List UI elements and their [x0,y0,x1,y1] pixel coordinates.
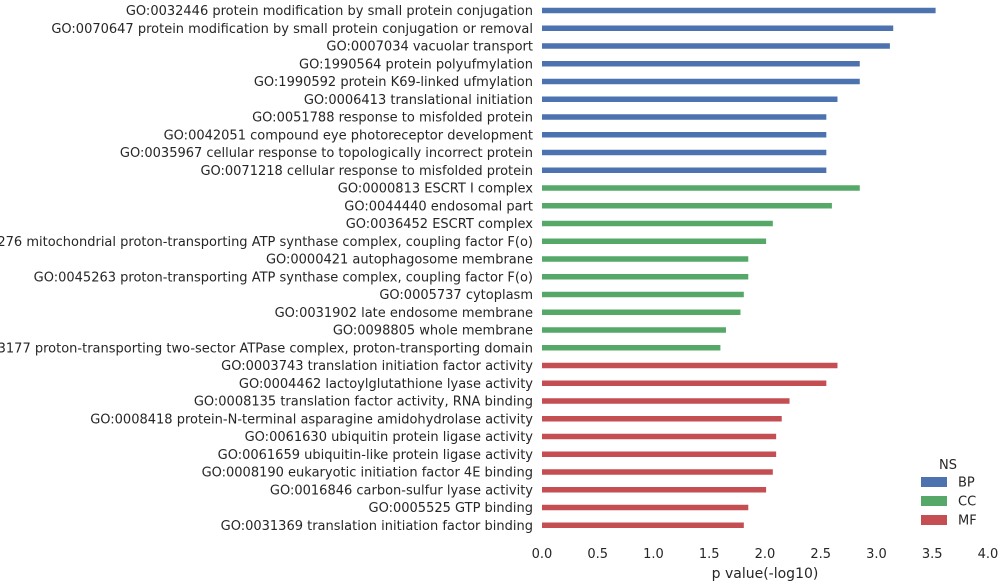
x-tick-label: 2.5 [810,547,831,562]
category-labels-group: GO:0032446 protein modification by small… [0,4,533,534]
bar [542,7,936,14]
bar [542,416,782,422]
bar [542,96,838,102]
category-label: GO:0004462 lactoylglutathione lyase acti… [239,377,533,392]
category-label: GO:0000813 ESCRT I complex [338,182,534,197]
category-label: GO:0007034 vacuolar transport [326,40,533,55]
bar [542,327,726,333]
legend-swatch [921,496,947,506]
bar [542,274,749,280]
category-label: GO:0036452 ESCRT complex [346,217,534,232]
bar [542,220,773,227]
category-label: GO:1990592 protein K69-linked ufmylation [254,75,533,90]
category-label: GO:0061630 ubiquitin protein ligase acti… [245,430,534,445]
category-label: GO:0000276 mitochondrial proton-transpor… [0,235,533,250]
category-label: GO:0071218 cellular response to misfolde… [200,164,533,179]
category-label: GO:0005525 GTP binding [369,501,533,516]
category-label: GO:0051788 response to misfolded protein [252,111,533,126]
bar [542,167,827,173]
x-tick-label: 1.0 [643,547,664,562]
x-axis-ticks-group: 0.0 0.5 1.0 1.5 2.0 2.5 3.0 3.5 4.0 [532,547,999,562]
bar [542,61,860,67]
x-tick-label: 3.0 [866,547,887,562]
legend-label: MF [958,514,977,529]
bar [542,185,860,191]
category-label: GO:0005737 cytoplasm [379,288,533,303]
category-label: GO:0006413 translational initiation [304,93,533,108]
bar [542,203,832,209]
category-label: GO:0008135 translation factor activity, … [194,395,533,410]
bar [542,362,838,369]
category-label: GO:0008418 protein-N-terminal asparagine… [90,412,533,427]
category-label: GO:0031902 late endosome membrane [275,306,533,321]
bar [542,309,741,315]
bar [542,132,827,138]
category-label: GO:0061659 ubiquitin-like protein ligase… [218,448,534,463]
bar [542,451,777,457]
legend-swatch [921,477,947,487]
x-tick-label: 3.5 [922,547,943,562]
bar [542,25,894,31]
bar [542,504,749,511]
legend-title: NS [939,458,957,473]
category-label: GO:0032446 protein modification by small… [126,4,533,19]
category-label: GO:0042051 compound eye photoreceptor de… [164,128,533,143]
category-label: GO:0000421 autophagosome membrane [266,253,533,268]
bar [542,380,827,386]
category-label: GO:0003743 translation initiation factor… [221,359,533,374]
category-label: GO:0044440 endosomal part [344,199,533,214]
x-tick-label: 0.5 [587,547,608,562]
bar [542,345,721,351]
x-axis-title: p value(-log10) [712,566,819,582]
bar [542,114,827,120]
bar [542,433,777,440]
category-label: GO:0035967 cellular response to topologi… [120,146,533,161]
category-label: GO:0070647 protein modification by small… [51,22,533,37]
category-label: GO:0045263 proton-transporting ATP synth… [34,270,533,285]
legend-label: CC [958,495,976,510]
bar [542,469,773,475]
category-label: GO:1990564 protein polyufmylation [299,57,533,72]
bar [542,149,827,156]
legend-label: BP [958,476,975,491]
bar [542,256,749,262]
bar [542,487,767,493]
bar [542,238,767,244]
legend-swatch [921,515,947,525]
x-tick-label: 1.5 [699,547,720,562]
x-tick-label: 4.0 [978,547,999,562]
category-label: GO:0031369 translation initiation factor… [221,519,533,534]
legend: NS BP CC MF [921,458,977,529]
bar [542,43,890,49]
category-label: GO:0008190 eukaryotic initiation factor … [202,466,533,481]
bar [542,291,744,298]
bar [542,522,744,528]
bars-group [542,7,936,528]
x-tick-label: 2.0 [755,547,776,562]
category-label: GO:0016846 carbon-sulfur lyase activity [270,483,533,498]
category-label: GO:0033177 proton-transporting two-secto… [0,341,533,356]
x-tick-label: 0.0 [532,547,553,562]
bar [542,78,860,85]
category-label: GO:0098805 whole membrane [333,324,533,339]
bar [542,398,790,404]
